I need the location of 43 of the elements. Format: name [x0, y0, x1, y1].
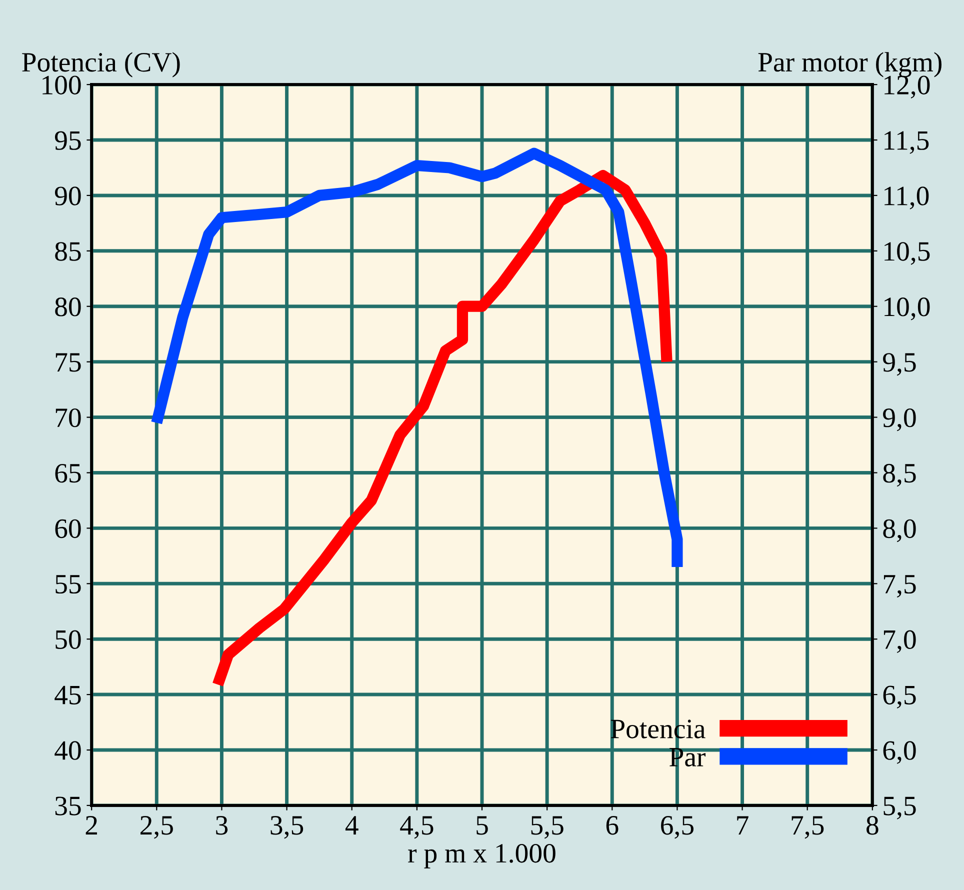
- x-tick-label: 7,5: [792, 816, 824, 839]
- y-tick-label: 100: [42, 76, 81, 94]
- y2-tick-label: 11,5: [884, 131, 929, 154]
- y-tick-label: 70: [56, 408, 81, 428]
- y2-tick-label: 10,0: [884, 298, 930, 320]
- x-tick-label: 4: [345, 816, 358, 834]
- x-tick-label: 5,5: [531, 816, 564, 839]
- x-tick-label: 7: [737, 816, 748, 834]
- y2-tick-label: 9,5: [883, 353, 916, 376]
- y-tick-label: 95: [54, 131, 81, 150]
- y-tick-label: 50: [56, 630, 81, 649]
- y2-tick-label: 11,0: [884, 186, 929, 210]
- x-tick-label: 3: [216, 816, 228, 835]
- x-tick-label: 6,5: [661, 816, 694, 839]
- x-tick-label: 4,5: [400, 816, 434, 839]
- x-tick-label: 2,5: [140, 816, 173, 839]
- y2-tick-label: 5,5: [884, 796, 916, 820]
- y2-tick-label: 7,0: [884, 630, 916, 653]
- y-tick-label: 45: [54, 686, 81, 704]
- y-tick-label: 35: [55, 796, 81, 816]
- y-tick-label: 55: [56, 575, 81, 594]
- y2-tick-label: 6,0: [883, 741, 916, 764]
- x-tick-label: 5: [476, 816, 488, 835]
- x-tick-label: 6: [606, 816, 618, 835]
- y2-tick-label: 8,0: [883, 519, 916, 542]
- y2-tick-label: 12,0: [884, 76, 930, 98]
- x-tick-label: 8: [866, 816, 878, 835]
- x-tick-label: 2: [86, 816, 97, 834]
- y2-tick-label: 8,5: [883, 464, 916, 487]
- y-tick-label: 40: [54, 741, 81, 760]
- y-tick-label: 90: [54, 186, 81, 206]
- y2-axis-title: Par motor (kgm): [758, 52, 942, 78]
- y2-tick-label: 7,5: [884, 575, 916, 598]
- y2-tick-label: 10,5: [884, 242, 930, 265]
- y2-tick-label: 6,5: [883, 686, 916, 708]
- y-tick-label: 75: [56, 353, 81, 372]
- y-tick-label: 65: [55, 464, 81, 483]
- y2-tick-label: 9,0: [883, 408, 916, 432]
- y-tick-label: 85: [55, 242, 81, 261]
- x-axis-title: r p m x 1.000: [408, 844, 556, 868]
- y-tick-label: 60: [55, 519, 81, 538]
- y-tick-label: 80: [55, 298, 81, 316]
- x-tick-label: 3,5: [270, 816, 304, 839]
